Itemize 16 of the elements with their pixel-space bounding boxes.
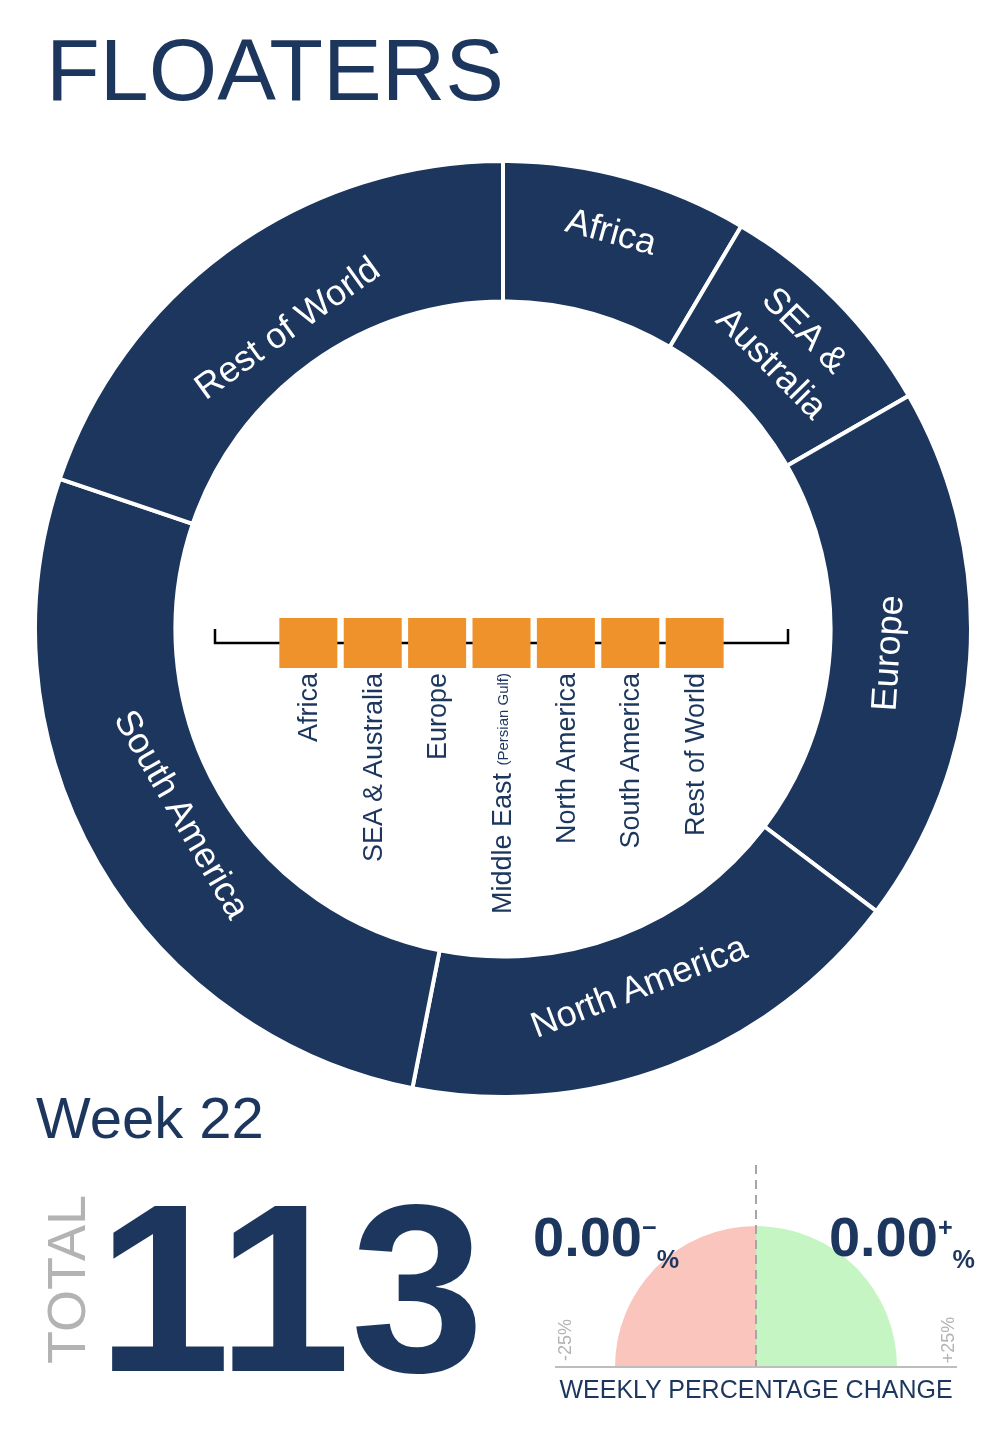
category-label: Africa <box>293 672 324 743</box>
slice-label: Africa <box>561 198 663 263</box>
text: Week 22 <box>36 1085 264 1150</box>
text: 113 <box>97 1154 485 1422</box>
category-label: SEA & Australia <box>357 672 388 863</box>
category-label: South America <box>615 672 646 849</box>
slice-label: Europe <box>862 593 911 713</box>
category-label: North America <box>550 672 581 845</box>
category-label: Middle East (Persian Gulf) <box>486 673 517 915</box>
text: TOTAL <box>36 1194 96 1364</box>
text: +25% <box>938 1316 958 1364</box>
category-label: Rest of World <box>679 673 710 837</box>
text: WEEKLY PERCENTAGE CHANGE <box>559 1374 953 1403</box>
text: -25% <box>555 1318 575 1362</box>
category-label: Europe <box>422 673 453 761</box>
chart-title: FLOATERS <box>46 19 505 119</box>
